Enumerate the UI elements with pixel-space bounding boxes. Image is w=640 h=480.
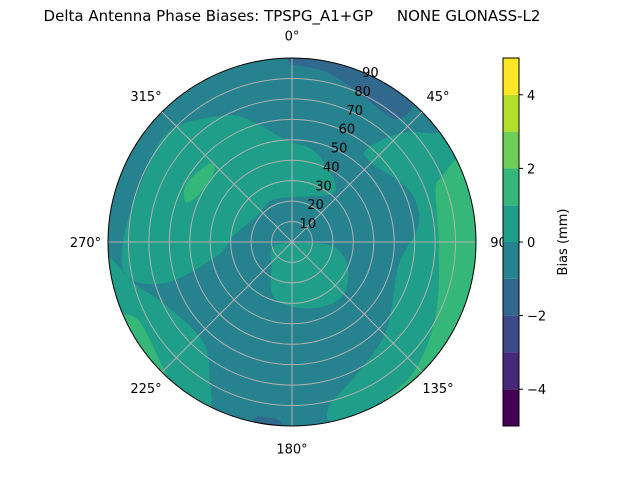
angular-gridline-315 bbox=[161, 111, 293, 243]
radial-tick-label: 90 bbox=[362, 66, 379, 81]
contour-region-5 bbox=[386, 158, 476, 400]
angular-tick-label: 270° bbox=[70, 236, 101, 251]
radial-tick-label: 60 bbox=[339, 123, 356, 138]
polar-grid bbox=[107, 57, 477, 427]
radial-tick-label: 80 bbox=[354, 85, 371, 100]
colorbar-tick-label: 0 bbox=[527, 236, 535, 251]
angular-tick-label: 0° bbox=[285, 30, 300, 45]
radial-tick-label: 70 bbox=[346, 104, 363, 119]
angular-gridline-45 bbox=[291, 111, 423, 243]
colorbar-band-2 bbox=[503, 315, 519, 353]
angular-tick-label: 45° bbox=[426, 90, 449, 105]
radial-tick-label: 50 bbox=[331, 142, 348, 157]
colorbar-band-6 bbox=[503, 168, 519, 206]
angular-tick-label: 315° bbox=[130, 90, 161, 105]
contour-region-7 bbox=[123, 314, 171, 380]
colorbar-band-3 bbox=[503, 278, 519, 316]
colorbar-band-7 bbox=[503, 131, 519, 169]
colorbar-band-5 bbox=[503, 205, 519, 242]
colorbar-tick-label: −4 bbox=[527, 383, 546, 398]
angular-tick-label: 225° bbox=[130, 382, 161, 397]
contour-region-6 bbox=[108, 257, 212, 406]
radial-tick-label: 10 bbox=[300, 217, 317, 232]
radial-tick-label: 30 bbox=[315, 179, 332, 194]
colorbar-band-8 bbox=[503, 94, 519, 132]
radial-tick-label: 20 bbox=[307, 198, 324, 213]
colorbar: −4 −2 0 2 4 Bias (mm) bbox=[502, 57, 571, 427]
chart-title: Delta Antenna Phase Biases: TPSPG_A1+GP … bbox=[43, 7, 541, 25]
contour-region-8 bbox=[183, 163, 215, 203]
angular-gridline-225 bbox=[161, 241, 293, 373]
colorbar-tick-label: 2 bbox=[527, 162, 535, 177]
colorbar-label: Bias (mm) bbox=[556, 209, 571, 276]
colorbar-band-9 bbox=[503, 58, 519, 95]
angular-gridline-135 bbox=[291, 241, 423, 373]
contour-region-1 bbox=[253, 416, 283, 426]
polar-frame bbox=[107, 57, 477, 427]
contour-region-0 bbox=[287, 58, 413, 120]
tick-labels: 0° 45° 90 135° 180° 225° 270° 315° 10 20 30 40 50 60 7… bbox=[70, 30, 507, 458]
colorbar-band-1 bbox=[503, 352, 519, 390]
colorbar-band-0 bbox=[503, 389, 519, 426]
colorbar-band-4 bbox=[503, 242, 519, 279]
angular-tick-label: 135° bbox=[422, 382, 453, 397]
colorbar-tick-label: −2 bbox=[527, 310, 546, 325]
angular-tick-label: 180° bbox=[276, 442, 307, 457]
colorbar-tick-label: 4 bbox=[527, 89, 535, 104]
radial-tick-label: 40 bbox=[323, 160, 340, 175]
